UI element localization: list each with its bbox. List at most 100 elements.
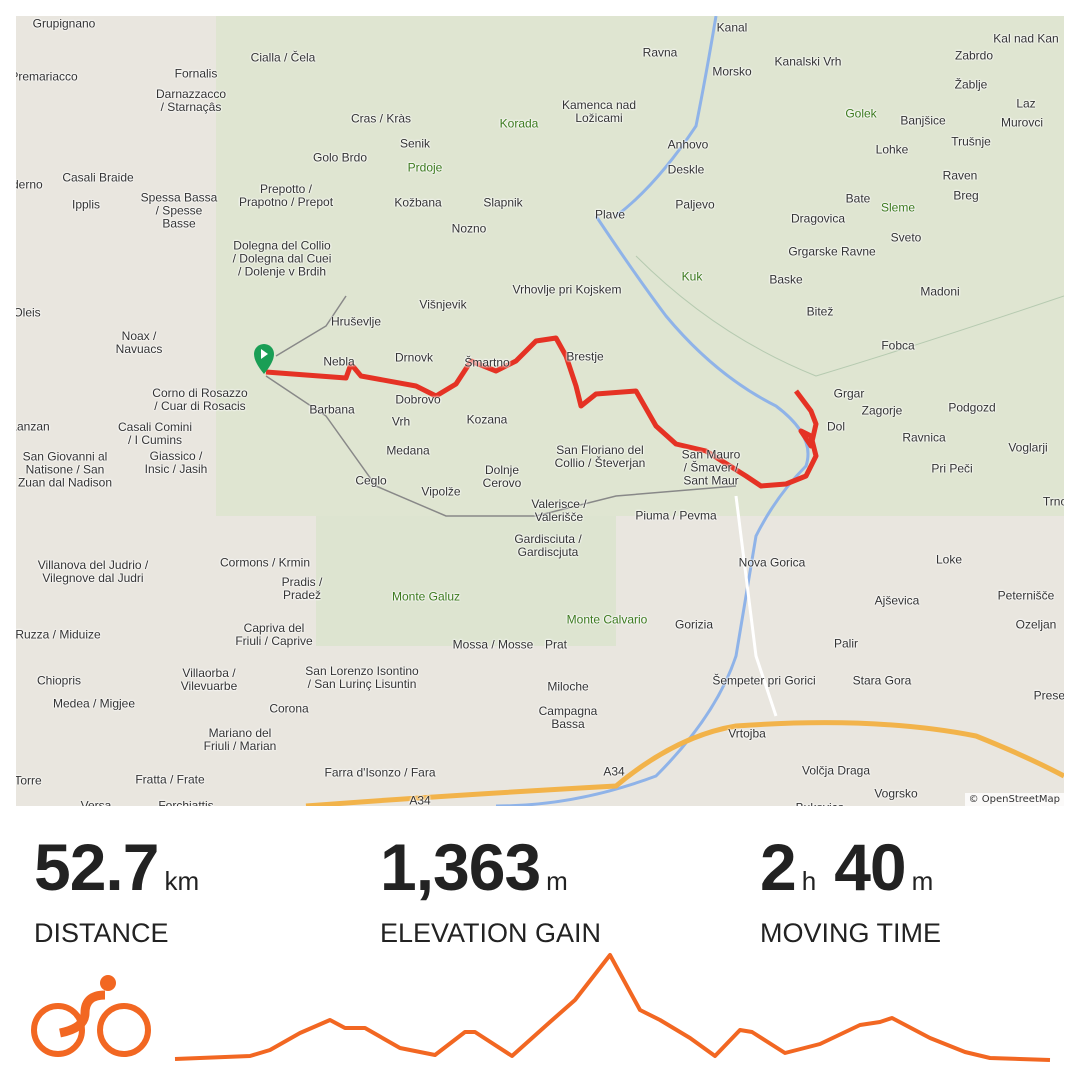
- place-label: Cialla / Čela: [250, 50, 316, 65]
- place-label: Šempeter pri Gorici: [712, 673, 816, 688]
- place-label: Prepotto / Prapotno / Prepot: [238, 182, 334, 209]
- map-base: [216, 16, 1064, 806]
- place-label: Fobca: [881, 338, 915, 353]
- place-label: Nozno: [451, 221, 487, 236]
- place-label: Lanzan: [16, 419, 50, 434]
- place-label: Plave: [594, 207, 626, 222]
- place-label: Breg: [953, 188, 979, 203]
- place-label: San Mauro / Šmaver / Sant Maur: [681, 447, 741, 488]
- moving-time-label: MOVING TIME: [760, 918, 942, 948]
- place-label: Cormons / Krmin: [219, 555, 311, 570]
- place-label: Slapnik: [483, 195, 523, 210]
- place-label: Zabrdo: [954, 48, 994, 63]
- place-label: Prat: [544, 637, 568, 652]
- place-label: Corona: [269, 701, 309, 716]
- place-label: Vogrsko: [874, 786, 918, 801]
- place-label: Medana: [386, 443, 430, 458]
- river-upper: [615, 16, 718, 218]
- motorway-a34: [305, 720, 1064, 806]
- place-label: Vipolže: [421, 484, 461, 499]
- place-label: Kal nad Kan: [993, 31, 1059, 46]
- place-label: Oleis: [16, 305, 41, 320]
- place-label: Kanalski Vrh: [774, 54, 842, 69]
- place-label: Nebla: [323, 354, 355, 369]
- time-minutes-value: 40: [834, 830, 906, 904]
- place-label: Gardisciuta / Gardiscjuta: [514, 532, 582, 559]
- place-label: Vrh: [391, 414, 411, 429]
- place-label: Deskle: [667, 162, 705, 177]
- elevation-profile: [31, 953, 1051, 1062]
- place-label: Giassico / Insic / Jasih: [144, 449, 208, 476]
- place-label: Premariacco: [16, 69, 78, 84]
- place-label: Bitež: [806, 304, 834, 319]
- place-label: Drnovk: [394, 350, 434, 365]
- route-line: [265, 335, 819, 489]
- place-label: Sleme: [880, 200, 916, 215]
- place-label: Darnazzacco / Starnaçâs: [155, 87, 227, 114]
- place-label: Chiopris: [36, 673, 82, 688]
- start-marker-icon: [254, 344, 274, 374]
- time-minutes-unit: m: [911, 866, 934, 896]
- place-label: Casali Comini / I Cumins: [117, 420, 193, 447]
- place-label: Peternišče: [997, 588, 1055, 603]
- place-label: Paljevo: [675, 197, 715, 212]
- route-map[interactable]: Grupignano Fornalis Darnazzacco / Starnaçâ…: [16, 16, 1064, 806]
- place-label: Dobrovo: [395, 392, 441, 407]
- place-label: Kuk: [681, 269, 703, 284]
- place-label: Pradis / Pradež: [281, 575, 323, 602]
- elevation-profile-line: [174, 953, 1051, 1062]
- place-label: Bate: [845, 191, 871, 206]
- place-label: A34: [409, 793, 431, 806]
- place-label: Golek: [845, 106, 877, 121]
- place-label: Lohke: [875, 142, 909, 157]
- distance-unit: km: [164, 866, 200, 896]
- place-label: Podgozd: [948, 400, 996, 415]
- attribution[interactable]: © OpenStreetMap: [964, 793, 1064, 806]
- cycling-icon: [31, 975, 151, 1057]
- place-label: Zagorje: [861, 403, 903, 418]
- stat-elevation-gain: 1,363 m ELEVATION GAIN: [380, 832, 601, 949]
- place-label: Ravnica: [902, 430, 946, 445]
- place-label: Piuma / Pevma: [635, 508, 717, 523]
- place-label: Cras / Kràs: [350, 111, 412, 126]
- place-label: Grgarske Ravne: [788, 244, 876, 259]
- place-label: Korada: [499, 116, 539, 131]
- distance-label: DISTANCE: [34, 918, 169, 948]
- place-label: Torre: [16, 773, 42, 788]
- elevation-value: 1,363: [380, 830, 541, 904]
- place-label: Versa: [80, 798, 112, 806]
- place-label: Vrhovlje pri Kojskem: [512, 282, 622, 297]
- place-label: Stara Gora: [852, 673, 912, 688]
- place-label: Farra d'Isonzo / Fara: [324, 765, 436, 780]
- place-label: Voglarji: [1008, 440, 1048, 455]
- place-label: Kanal: [716, 20, 748, 35]
- place-label: Ipplis: [71, 197, 101, 212]
- place-label: Dolegna del Collio / Dolegna dal Cuei / …: [232, 238, 332, 279]
- place-label: Villanova del Judrio / Vilegnove dal Jud…: [37, 558, 149, 585]
- place-label: Hruševlje: [330, 314, 382, 329]
- place-label: Dolnje Cerovo: [482, 463, 522, 490]
- place-label: Sveto: [890, 230, 922, 245]
- place-label: San Lorenzo Isontino / San Lurinç Lisunt…: [305, 664, 419, 691]
- place-label: Campagna Bassa: [538, 704, 598, 731]
- place-label: Trnov: [1042, 494, 1064, 509]
- place-label: Capriva del Friuli / Caprive: [235, 621, 313, 648]
- place-label: Kožbana: [394, 195, 442, 210]
- place-label: Mossa / Mosse: [452, 637, 534, 652]
- place-label: Anhovo: [667, 137, 709, 152]
- place-label: Ruzza / Miduize: [16, 627, 101, 642]
- place-label: Ajševica: [874, 593, 920, 608]
- place-label: Dol: [826, 419, 846, 434]
- place-label: Valerisce / Valerišče: [531, 497, 587, 524]
- place-label: Monte Galuz: [391, 589, 461, 604]
- place-label: A34: [603, 764, 625, 779]
- place-label: Forchiattis: [158, 798, 214, 806]
- place-label: Casali Braide: [62, 170, 134, 185]
- elevation-unit: m: [546, 866, 568, 896]
- place-label: Paderno: [16, 177, 43, 192]
- place-label: Šmartno: [464, 355, 510, 370]
- place-label: Ozeljan: [1015, 617, 1057, 632]
- place-label: Ravna: [642, 45, 678, 60]
- place-label: Prdoje: [407, 160, 443, 175]
- place-label: Raven: [942, 168, 978, 183]
